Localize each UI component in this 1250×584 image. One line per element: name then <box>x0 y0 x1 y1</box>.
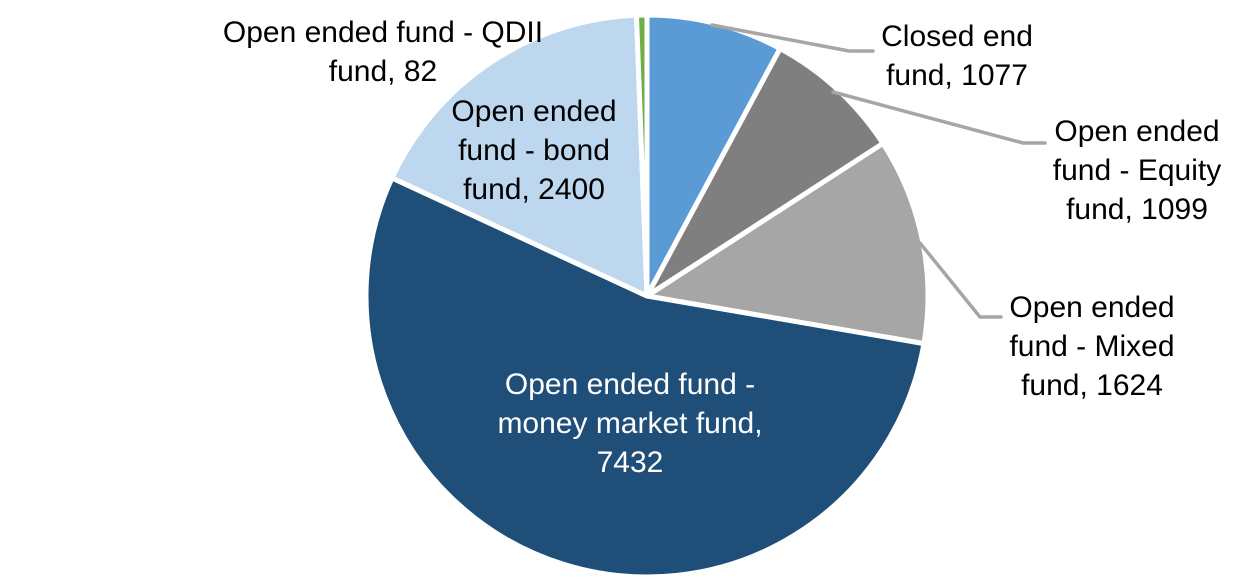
leader-line-open-ended-fund-equity-fund <box>831 90 1047 145</box>
pie-slice-open-ended-fund-qdii-fund[interactable] <box>633 12 650 299</box>
pie-slice-closed-end-fund[interactable] <box>644 12 783 299</box>
pie-slice-open-ended-fund-mixed-fund[interactable] <box>644 140 931 347</box>
leader-line-open-ended-fund-mixed-fund <box>918 241 1003 319</box>
pie-slice-open-ended-fund-equity-fund[interactable] <box>644 46 886 299</box>
pie-slice-open-ended-fund-bond-fund[interactable] <box>389 12 650 299</box>
leader-line-closed-end-fund <box>710 23 875 53</box>
pie-slice-open-ended-fund-money-market-fund[interactable] <box>363 175 927 580</box>
